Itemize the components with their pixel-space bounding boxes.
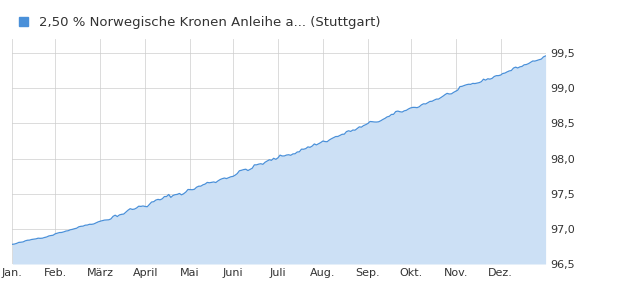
Legend: 2,50 % Norwegische Kronen Anleihe a... (Stuttgart): 2,50 % Norwegische Kronen Anleihe a... (… <box>19 16 380 29</box>
